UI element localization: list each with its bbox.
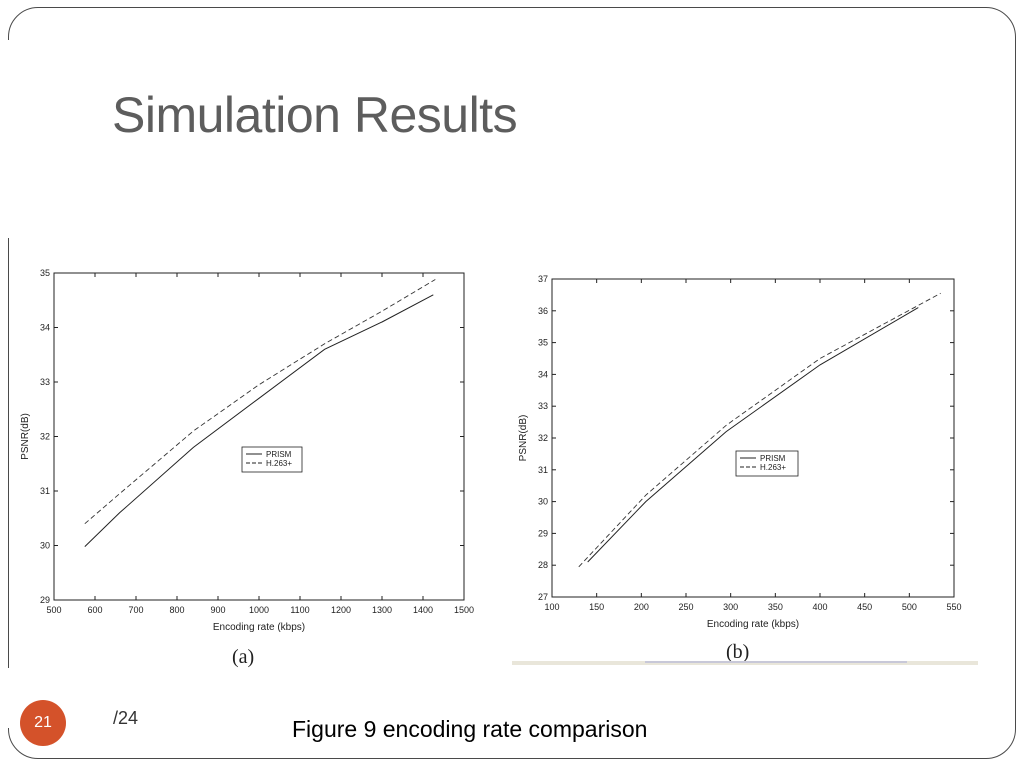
slide-frame <box>8 7 1016 759</box>
scan-artifact-strip-inner <box>645 661 907 663</box>
legend-entry: H.263+ <box>760 463 786 472</box>
x-tick-label: 1200 <box>331 605 351 615</box>
legend-entry: PRISM <box>266 450 292 459</box>
x-tick-label: 450 <box>857 602 872 612</box>
y-tick-label: 37 <box>538 274 548 284</box>
x-tick-label: 1300 <box>372 605 392 615</box>
legend-box <box>735 450 799 477</box>
x-tick-label: 1500 <box>454 605 474 615</box>
y-tick-label: 28 <box>538 560 548 570</box>
y-tick-label: 36 <box>538 306 548 316</box>
y-tick-label: 32 <box>538 433 548 443</box>
series-line-h263 <box>578 292 941 568</box>
series-line-prism <box>84 294 434 547</box>
y-tick-label: 34 <box>40 323 50 333</box>
y-tick-label: 27 <box>538 592 548 602</box>
series-line-prism <box>587 307 919 563</box>
x-tick-label: 300 <box>723 602 738 612</box>
x-tick-label: 800 <box>169 605 184 615</box>
y-tick-label: 31 <box>538 465 548 475</box>
y-tick-label: 31 <box>40 486 50 496</box>
x-tick-label: 150 <box>589 602 604 612</box>
x-tick-label: 1400 <box>413 605 433 615</box>
y-tick-label: 34 <box>538 369 548 379</box>
panel-label-a: (a) <box>232 646 255 668</box>
x-tick-label: 100 <box>544 602 559 612</box>
slide-title: Simulation Results <box>112 87 518 143</box>
chart-b: 100 150 200 250 300 350 400 450 500 550 27 28 29 30 31… <box>518 274 962 630</box>
y-tick-label: 30 <box>40 541 50 551</box>
x-tick-label: 500 <box>46 605 61 615</box>
legend-entry: H.263+ <box>266 459 292 468</box>
y-tick-label: 29 <box>538 528 548 538</box>
legend-box <box>241 446 303 473</box>
x-axis-label: Encoding rate (kbps) <box>707 619 799 630</box>
y-tick-label: 35 <box>40 268 50 278</box>
x-tick-label: 700 <box>128 605 143 615</box>
x-tick-label: 550 <box>946 602 961 612</box>
x-tick-label: 350 <box>768 602 783 612</box>
slide-number-badge: 21 <box>20 700 66 746</box>
frame-gap-bottom <box>8 668 10 728</box>
x-tick-label: 600 <box>87 605 102 615</box>
x-tick-label: 200 <box>634 602 649 612</box>
x-tick-label: 500 <box>902 602 917 612</box>
y-tick-label: 30 <box>538 497 548 507</box>
series-line-h263 <box>84 279 436 525</box>
x-tick-label: 1100 <box>290 605 309 615</box>
y-axis-label: PSNR(dB) <box>518 415 529 462</box>
frame-gap-top <box>8 40 10 238</box>
slide-total: /24 <box>113 708 139 728</box>
x-tick-label: 1000 <box>249 605 269 615</box>
scan-artifact-strip <box>512 661 978 665</box>
y-axis-label: PSNR(dB) <box>20 413 31 460</box>
y-tick-label: 33 <box>538 401 548 411</box>
x-axis-label: Encoding rate (kbps) <box>213 622 305 633</box>
chart-a: 500 600 700 800 900 1000 1100 1200 1300 1400 1500 2… <box>20 268 474 633</box>
y-tick-label: 29 <box>40 595 50 605</box>
plot-area <box>551 278 955 598</box>
figure-caption: Figure 9 encoding rate comparison <box>292 716 648 742</box>
x-tick-label: 250 <box>678 602 693 612</box>
y-tick-label: 33 <box>40 377 50 387</box>
y-tick-label: 35 <box>538 338 548 348</box>
x-tick-label: 400 <box>812 602 827 612</box>
legend-entry: PRISM <box>760 454 786 463</box>
x-tick-label: 900 <box>210 605 225 615</box>
plot-area <box>53 272 465 601</box>
y-tick-label: 32 <box>40 432 50 442</box>
panel-label-b: (b) <box>726 641 750 663</box>
